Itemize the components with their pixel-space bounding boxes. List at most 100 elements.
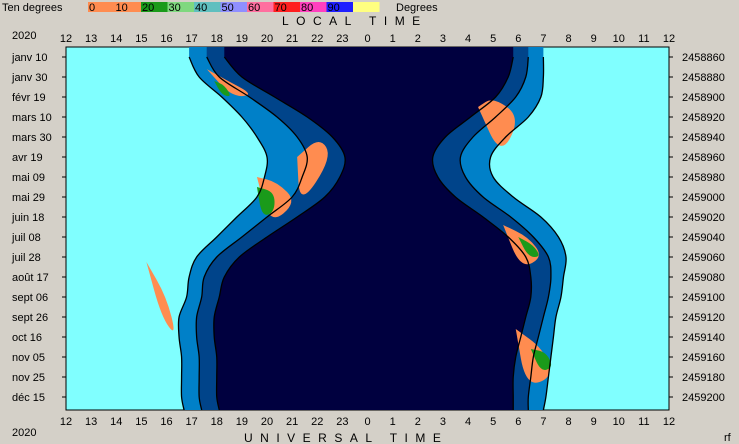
- legend-label: 30: [169, 2, 181, 14]
- date-label: nov 05: [12, 352, 45, 364]
- legend-label: 80: [301, 2, 313, 14]
- legend-swatch: [167, 2, 194, 12]
- legend-label: 10: [116, 2, 128, 14]
- year-bottom: 2020: [12, 427, 36, 439]
- temperature-patch: [478, 100, 515, 146]
- boundary-line: [213, 56, 346, 411]
- legend-label: 60: [248, 2, 260, 14]
- hour-tick-label: 0: [364, 33, 370, 45]
- hour-tick-label: 7: [540, 416, 546, 428]
- temperature-patch: [146, 262, 174, 331]
- band-outlines: [177, 56, 567, 411]
- hour-tick-label: 4: [465, 33, 471, 45]
- hour-tick-label: 12: [60, 33, 72, 45]
- hour-tick-label: 21: [286, 416, 298, 428]
- hour-tick-label: 2: [415, 33, 421, 45]
- boundary-line: [459, 56, 552, 411]
- legend-title: Ten degrees: [2, 2, 63, 14]
- date-label: janv 10: [11, 52, 47, 64]
- date-label: juil 08: [11, 232, 41, 244]
- hour-tick-label: 11: [638, 33, 649, 45]
- hour-tick-label: 23: [336, 416, 348, 428]
- date-label: oct 16: [12, 332, 42, 344]
- hour-tick-label: 9: [591, 416, 597, 428]
- hour-tick-label: 6: [515, 416, 521, 428]
- hour-tick-label: 11: [638, 416, 649, 428]
- hour-tick-label: 8: [565, 416, 571, 428]
- date-label: août 17: [12, 272, 49, 284]
- top-axis-label: LOCAL TIME: [282, 14, 428, 28]
- jd-label: 2459140: [682, 332, 725, 344]
- temperature-patch: [515, 329, 550, 383]
- hour-tick-label: 16: [160, 33, 172, 45]
- legend-swatch: [353, 2, 380, 12]
- legend-swatch: [247, 2, 274, 12]
- jd-label: 2458880: [682, 72, 725, 84]
- jd-label: 2459080: [682, 272, 725, 284]
- date-label: juin 18: [11, 212, 44, 224]
- hour-ticks-top: 12 13 14 15 16 17 18 19 20 21 22 23 0 1 2 3 4 5 6 7 8 9 10 11 12: [60, 33, 675, 45]
- hour-tick-label: 23: [336, 33, 348, 45]
- hour-tick-label: 3: [440, 416, 446, 428]
- legend-swatch: [88, 2, 115, 12]
- jd-label: 2459060: [682, 252, 725, 264]
- boundary-line: [431, 56, 533, 410]
- twilight-bands: [178, 47, 567, 410]
- hour-tick-label: 18: [211, 33, 223, 45]
- date-label: févr 19: [12, 92, 46, 104]
- legend-swatch: [326, 2, 353, 12]
- bottom-axis-label: UNIVERSAL TIME: [244, 431, 448, 444]
- temperature-patch: [297, 142, 328, 195]
- legend-label: 70: [275, 2, 287, 14]
- legend-label: 90: [328, 2, 340, 14]
- hour-tick-label: 20: [261, 416, 273, 428]
- legend-label: 40: [195, 2, 207, 14]
- legend-unit: Degrees: [396, 2, 438, 14]
- band-night: [213, 47, 532, 410]
- hour-tick-label: 17: [186, 416, 198, 428]
- boundary-line: [177, 56, 269, 411]
- hour-tick-label: 15: [135, 33, 147, 45]
- jd-label: 2458980: [682, 172, 725, 184]
- hour-tick-label: 12: [663, 33, 675, 45]
- hour-tick-label: 22: [311, 416, 323, 428]
- hour-tick-label: 14: [110, 33, 122, 45]
- date-label: mai 09: [12, 172, 45, 184]
- date-label: sept 26: [12, 312, 48, 324]
- hour-tick-label: 2: [415, 416, 421, 428]
- hour-tick-label: 5: [490, 416, 496, 428]
- legend-label: 20: [142, 2, 154, 14]
- jd-label: 2459160: [682, 352, 725, 364]
- hour-tick-label: 12: [60, 416, 72, 428]
- jd-label: 2459000: [682, 192, 725, 204]
- legend-swatch: [114, 2, 141, 12]
- jd-label: 2459020: [682, 212, 725, 224]
- hour-tick-label: 12: [663, 416, 675, 428]
- date-label: mars 30: [12, 132, 52, 144]
- date-label: janv 30: [11, 72, 47, 84]
- date-label: sept 06: [12, 292, 48, 304]
- jd-labels: 2458860 2458880 2458900 2458920 2458940 24589…: [682, 52, 725, 404]
- hour-tick-label: 13: [85, 33, 97, 45]
- legend: Ten degrees 0 10 20 30 40 50 60 70 80 90 Degrees: [2, 2, 438, 14]
- hour-tick-label: 9: [591, 33, 597, 45]
- hour-tick-label: 18: [211, 416, 223, 428]
- legend-label: 50: [222, 2, 234, 14]
- boundary-line: [195, 56, 308, 411]
- hour-tick-label: 10: [613, 33, 625, 45]
- temperature-patch: [530, 349, 552, 370]
- date-label: nov 25: [12, 372, 45, 384]
- legend-swatch: [194, 2, 221, 12]
- jd-label: 2458900: [682, 92, 725, 104]
- legend-items: 0 10 20 30 40 50 60 70 80 90: [88, 2, 380, 14]
- hour-tick-label: 6: [515, 33, 521, 45]
- jd-label: 2459100: [682, 292, 725, 304]
- hour-tick-label: 13: [85, 416, 97, 428]
- date-label: juil 28: [11, 252, 41, 264]
- date-label: mars 10: [12, 112, 52, 124]
- hour-tick-label: 15: [135, 416, 147, 428]
- hour-tick-label: 22: [311, 33, 323, 45]
- date-labels: janv 10 janv 30 févr 19 mars 10 mars 30 avr 1…: [11, 52, 52, 404]
- temperature-patch: [214, 81, 230, 97]
